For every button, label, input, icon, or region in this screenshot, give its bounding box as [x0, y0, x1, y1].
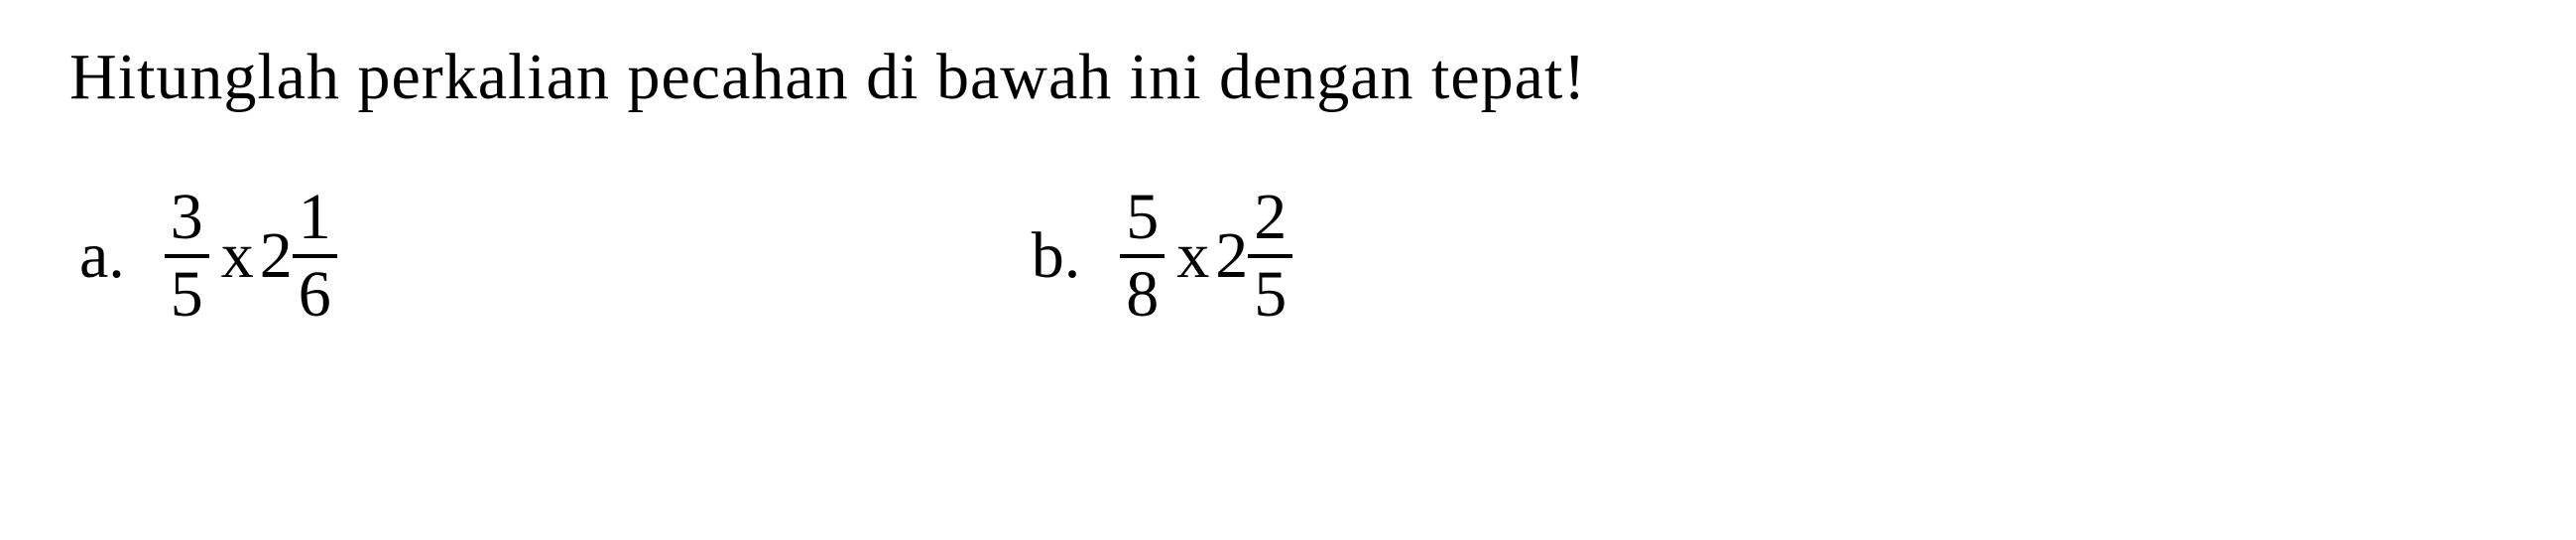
question-text: Hitunglah perkalian pecahan di bawah ini… — [69, 40, 2507, 115]
problem-b-mixed-num: 2 — [1248, 185, 1292, 254]
problem-a: a. 3 5 x 2 1 6 — [79, 185, 337, 328]
problem-a-mixed-whole: 2 — [260, 218, 293, 294]
problem-a-fraction1: 3 5 — [165, 185, 209, 328]
problem-b-label: b. — [1032, 218, 1081, 294]
problem-b-mixed-fraction: 2 5 — [1248, 185, 1292, 328]
problem-a-mixed-num: 1 — [293, 185, 337, 254]
problem-b-fraction1: 5 8 — [1120, 185, 1165, 328]
problem-b-operator: x — [1176, 218, 1209, 294]
problems-row: a. 3 5 x 2 1 6 b. 5 8 x 2 2 5 — [69, 185, 2507, 328]
problem-a-mixed-den: 6 — [293, 254, 337, 328]
problem-b: b. 5 8 x 2 2 5 — [1032, 185, 1293, 328]
problem-a-label: a. — [79, 218, 125, 294]
problem-b-mixed-whole: 2 — [1215, 218, 1248, 294]
problem-b-mixed-den: 5 — [1248, 254, 1292, 328]
problem-a-frac1-num: 3 — [165, 185, 209, 254]
problem-a-frac1-den: 5 — [165, 254, 209, 328]
problem-b-frac1-den: 8 — [1120, 254, 1165, 328]
problem-a-mixed: 2 1 6 — [260, 185, 337, 328]
problem-a-operator: x — [221, 218, 254, 294]
problem-b-frac1-num: 5 — [1120, 185, 1165, 254]
problem-b-mixed: 2 2 5 — [1215, 185, 1292, 328]
problem-a-mixed-fraction: 1 6 — [293, 185, 337, 328]
